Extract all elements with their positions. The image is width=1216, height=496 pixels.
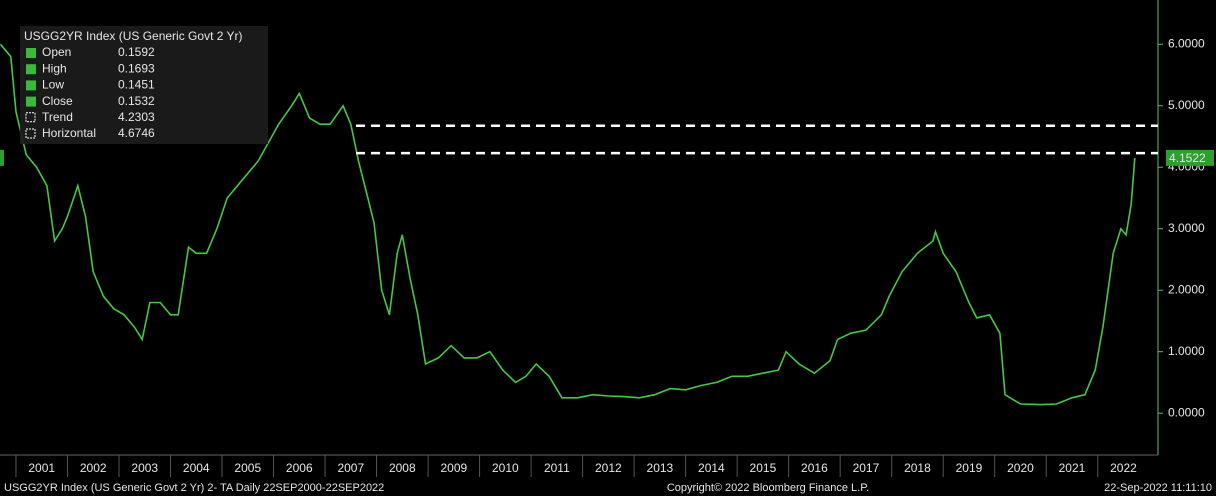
y-tick-label: 0.0000 [1168, 405, 1205, 419]
x-tick-label: 2003 [131, 461, 158, 475]
x-tick-label: 2006 [286, 461, 313, 475]
x-tick-label: 2014 [698, 461, 725, 475]
x-tick-label: 2021 [1059, 461, 1086, 475]
legend-label: High [42, 61, 67, 75]
legend-label: Open [42, 45, 71, 59]
legend-swatch [26, 48, 36, 58]
legend-value: 4.6746 [118, 126, 155, 140]
legend-swatch [26, 64, 36, 75]
x-tick-label: 2020 [1007, 461, 1034, 475]
last-value-label: 4.1522 [1169, 151, 1206, 165]
x-tick-label: 2013 [647, 461, 674, 475]
footer-center: Copyright© 2022 Bloomberg Finance L.P. [667, 482, 869, 494]
legend-swatch [26, 96, 36, 107]
price-line [0, 43, 1136, 406]
legend-label: Trend [42, 110, 73, 124]
legend-label: Horizontal [42, 126, 96, 140]
legend-box [20, 26, 268, 144]
legend-swatch [25, 128, 36, 139]
left-marker [0, 149, 4, 166]
x-tick-label: 2018 [904, 461, 931, 475]
y-tick-label: 5.0000 [1168, 98, 1205, 112]
x-tick-label: 2009 [440, 461, 467, 475]
legend-value: 0.1592 [118, 45, 155, 59]
x-tick-label: 2011 [544, 461, 570, 475]
x-tick-label: 2019 [956, 461, 983, 475]
legend-value: 0.1451 [118, 78, 155, 92]
y-tick-label: 1.0000 [1168, 344, 1205, 358]
x-tick-label: 2007 [337, 461, 364, 475]
x-tick-label: 2017 [853, 461, 880, 475]
y-tick-label: 2.0000 [1168, 282, 1205, 296]
legend-value: 0.1693 [118, 61, 155, 75]
footer-left: USGG2YR Index (US Generic Govt 2 Yr) 2- … [4, 482, 384, 494]
x-tick-label: 2010 [492, 461, 519, 475]
legend-swatch [26, 80, 36, 91]
x-tick-label: 2008 [389, 461, 416, 475]
footer-right: 22-Sep-2022 11:11:10 [1104, 482, 1212, 494]
legend-label: Low [42, 78, 64, 92]
x-tick-label: 2001 [28, 461, 55, 475]
x-tick-label: 2004 [183, 461, 210, 475]
legend-value: 4.2303 [118, 110, 155, 124]
x-tick-label: 2022 [1110, 461, 1137, 475]
x-tick-label: 2002 [80, 461, 107, 475]
last-value-tag [1166, 149, 1214, 166]
legend-label: Close [42, 94, 73, 108]
x-tick-label: 2012 [595, 461, 622, 475]
legend-title: USGG2YR Index (US Generic Govt 2 Yr) [24, 29, 243, 43]
y-tick-label: 6.0000 [1168, 36, 1205, 50]
y-tick-label: 3.0000 [1168, 221, 1205, 235]
legend-value: 0.1532 [118, 94, 155, 108]
legend-swatch [25, 112, 36, 123]
x-tick-label: 2016 [801, 461, 828, 475]
x-tick-label: 2005 [234, 461, 261, 475]
x-tick-label: 2015 [750, 461, 777, 475]
